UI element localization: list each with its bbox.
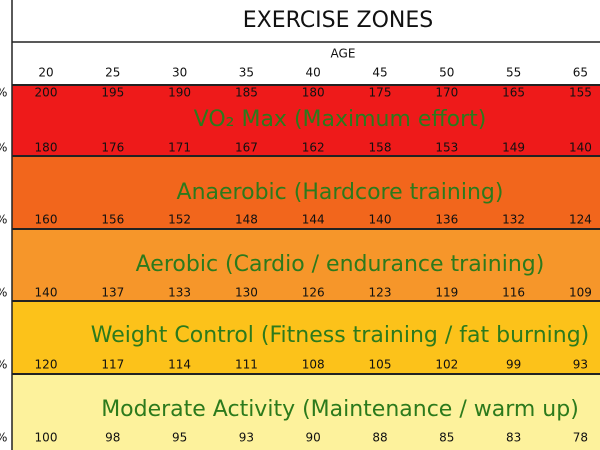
heart-rate: 190: [168, 86, 191, 100]
age-label: 30: [172, 66, 187, 80]
heart-rate: 140: [569, 141, 592, 155]
heart-rate: 120: [35, 358, 58, 372]
heart-rate: 99: [506, 358, 521, 372]
heart-rate: 111: [235, 358, 258, 372]
heart-rate: 180: [302, 86, 325, 100]
heart-rate: 88: [372, 431, 387, 445]
age-label: 35: [239, 66, 254, 80]
heart-rate: 123: [369, 286, 392, 300]
heart-rate: 109: [569, 286, 592, 300]
heart-rate: 117: [101, 358, 124, 372]
heart-rate: 171: [168, 141, 191, 155]
title: EXERCISE ZONES: [243, 8, 433, 33]
heart-rate: 78: [573, 431, 588, 445]
percent-label: %: [0, 431, 7, 445]
heart-rate: 93: [573, 358, 588, 372]
age-label: 65: [573, 66, 588, 80]
heart-rate: 165: [502, 86, 525, 100]
heart-rate: 200: [35, 86, 58, 100]
heart-rate: 155: [569, 86, 592, 100]
age-label: 40: [306, 66, 321, 80]
heart-rate: 195: [101, 86, 124, 100]
heart-rate: 95: [172, 431, 187, 445]
heart-rate: 153: [435, 141, 458, 155]
heart-rate: 156: [101, 213, 124, 227]
heart-rate: 93: [239, 431, 254, 445]
heart-rate: 144: [302, 213, 325, 227]
heart-rate: 175: [369, 86, 392, 100]
heart-rate: 85: [439, 431, 454, 445]
zone-label: Weight Control (Fitness training / fat b…: [91, 323, 590, 348]
zone-band: [12, 85, 600, 156]
zone-band: [12, 301, 600, 374]
heart-rate: 130: [235, 286, 258, 300]
heart-rate: 98: [105, 431, 120, 445]
zone-band: [12, 229, 600, 301]
axis-label: AGE: [331, 47, 356, 61]
heart-rate: 83: [506, 431, 521, 445]
percent-label: %: [0, 141, 7, 155]
zone-label: Moderate Activity (Maintenance / warm up…: [101, 397, 579, 422]
heart-rate: 176: [101, 141, 124, 155]
age-label: 45: [372, 66, 387, 80]
percent-label: %: [0, 213, 7, 227]
heart-rate: 132: [502, 213, 525, 227]
heart-rate: 124: [569, 213, 592, 227]
heart-rate: 119: [435, 286, 458, 300]
heart-rate: 148: [235, 213, 258, 227]
zone-label: Anaerobic (Hardcore training): [177, 180, 504, 205]
heart-rate: 100: [35, 431, 58, 445]
heart-rate: 108: [302, 358, 325, 372]
percent-label: %: [0, 286, 7, 300]
heart-rate: 170: [435, 86, 458, 100]
age-label: 55: [506, 66, 521, 80]
heart-rate: 152: [168, 213, 191, 227]
percent-label: %: [0, 358, 7, 372]
heart-rate: 160: [35, 213, 58, 227]
age-label: 50: [439, 66, 454, 80]
heart-rate: 133: [168, 286, 191, 300]
heart-rate: 126: [302, 286, 325, 300]
heart-rate: 105: [369, 358, 392, 372]
heart-rate: 185: [235, 86, 258, 100]
zone-band: [12, 156, 600, 229]
zone-label: VO₂ Max (Maximum effort): [194, 107, 487, 132]
heart-rate: 140: [35, 286, 58, 300]
heart-rate: 137: [101, 286, 124, 300]
heart-rate: 114: [168, 358, 191, 372]
heart-rate: 180: [35, 141, 58, 155]
percent-label: %: [0, 86, 7, 100]
heart-rate: 102: [435, 358, 458, 372]
heart-rate: 158: [369, 141, 392, 155]
zone-label: Aerobic (Cardio / endurance training): [136, 252, 545, 277]
heart-rate: 140: [369, 213, 392, 227]
heart-rate: 162: [302, 141, 325, 155]
zone-band: [12, 374, 600, 450]
heart-rate: 90: [306, 431, 321, 445]
age-label: 25: [105, 66, 120, 80]
heart-rate: 136: [435, 213, 458, 227]
heart-rate: 149: [502, 141, 525, 155]
age-label: 20: [38, 66, 53, 80]
heart-rate: 116: [502, 286, 525, 300]
heart-rate: 167: [235, 141, 258, 155]
